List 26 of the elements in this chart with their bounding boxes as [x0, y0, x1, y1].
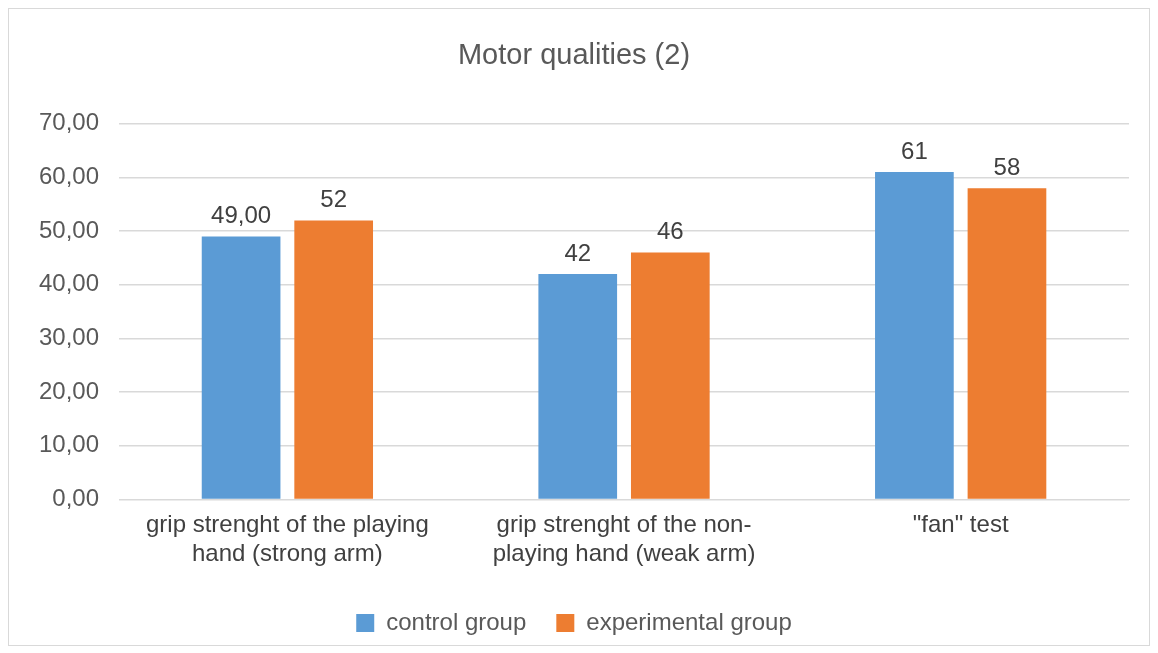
- y-tick-label: 60,00: [39, 162, 100, 190]
- bar: [538, 274, 618, 499]
- chart-title: Motor qualities (2): [457, 38, 691, 71]
- y-tick-label: 10,00: [39, 430, 100, 458]
- x-tick-label: grip strenght of the non-playing hand (weak arm): [492, 510, 756, 567]
- legend-label: experimental group: [586, 607, 792, 635]
- data-label: 46: [656, 217, 684, 245]
- y-tick-label: 30,00: [39, 323, 100, 351]
- data-label: 49,00: [211, 201, 272, 229]
- data-label: 58: [993, 152, 1021, 180]
- legend-label: control group: [386, 607, 527, 635]
- data-label: 61: [901, 136, 928, 164]
- bar: [630, 252, 710, 499]
- bar: [967, 188, 1047, 499]
- x-tick-label: "fan" test: [912, 510, 1009, 538]
- bar: [294, 220, 374, 499]
- y-tick-label: 0,00: [52, 484, 100, 512]
- x-tick-label: grip strenght of the playing hand (strong arm): [145, 510, 429, 567]
- data-label: 52: [320, 185, 348, 213]
- bar: [201, 236, 281, 499]
- y-tick-label: 50,00: [39, 215, 100, 243]
- y-tick-label: 20,00: [39, 376, 100, 404]
- bar: [875, 172, 954, 499]
- data-label: 42: [564, 238, 592, 266]
- y-tick-label: 40,00: [39, 269, 100, 297]
- y-tick-label: 70,00: [39, 108, 100, 136]
